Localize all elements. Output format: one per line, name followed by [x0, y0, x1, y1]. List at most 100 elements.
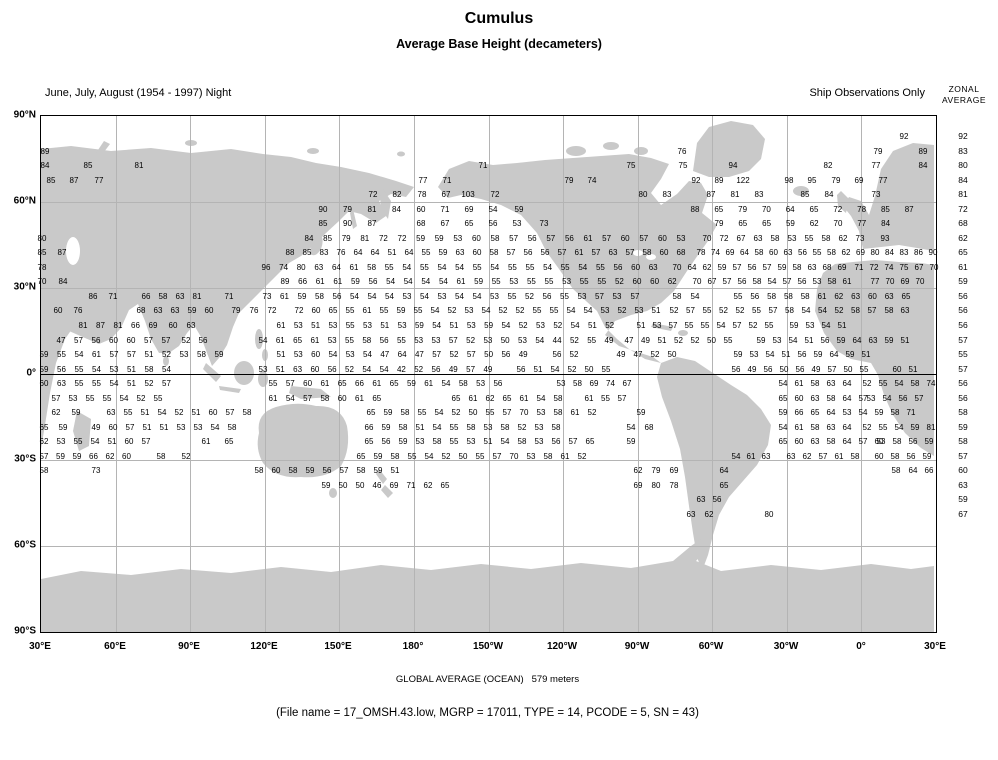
grid-value: 65: [224, 437, 234, 446]
grid-value: 65: [293, 336, 303, 345]
grid-value: 62: [105, 452, 115, 461]
grid-value: 52: [441, 452, 451, 461]
zonal-average-value: 58: [958, 436, 968, 446]
grid-value: 59: [785, 219, 795, 228]
grid-value: 58: [890, 452, 900, 461]
grid-value: 53: [787, 234, 797, 243]
grid-value: 63: [696, 495, 706, 504]
grid-value: 56: [820, 336, 830, 345]
grid-value: 52: [162, 350, 171, 359]
grid-value: 53: [600, 306, 610, 315]
grid-value: 90: [318, 205, 328, 214]
grid-value: 85: [880, 205, 890, 214]
grid-value: 60: [208, 408, 218, 417]
grid-value: 64: [842, 379, 852, 388]
grid-value: 52: [862, 423, 872, 432]
grid-value: 52: [862, 379, 872, 388]
longitude-tick-label: 120°W: [546, 641, 578, 652]
grid-value: 58: [500, 423, 510, 432]
grid-value: 54: [778, 379, 788, 388]
grid-value: 60: [204, 306, 214, 315]
grid-value: 51: [483, 437, 493, 446]
grid-value: 56: [368, 277, 378, 286]
grid-value: 53: [842, 408, 852, 417]
grid-value: 65: [762, 219, 772, 228]
grid-value: 81: [134, 161, 144, 170]
grid-value: 58: [227, 423, 237, 432]
grid-value: 59: [56, 452, 65, 461]
grid-value: 56: [552, 350, 562, 359]
grid-value: 50: [843, 365, 853, 374]
grid-value: 57: [51, 394, 61, 403]
grid-value: 58: [767, 292, 777, 301]
grid-value: 54: [894, 379, 904, 388]
zonal-average-value: 68: [958, 218, 968, 228]
grid-value: 55: [85, 394, 95, 403]
grid-value: 72: [833, 205, 843, 214]
grid-value: 51: [140, 408, 150, 417]
grid-value: 56: [797, 277, 807, 286]
grid-value: 51: [142, 423, 152, 432]
grid-value: 72: [719, 234, 729, 243]
grid-value: 49: [747, 365, 757, 374]
zonal-average-value: 92: [958, 131, 968, 141]
grid-value: 57: [602, 234, 612, 243]
grid-value: 47: [380, 350, 390, 359]
grid-value: 58: [197, 350, 206, 359]
grid-value: 62: [704, 510, 714, 519]
grid-value: 54: [765, 350, 775, 359]
grid-value: 69: [837, 263, 847, 272]
grid-value: 58: [458, 379, 468, 388]
grid-value: 57: [466, 350, 476, 359]
grid-value: 51: [657, 336, 667, 345]
grid-value: 79: [231, 306, 241, 315]
grid-value: 87: [904, 205, 914, 214]
grid-value: 54: [441, 379, 451, 388]
grid-value: 69: [389, 481, 399, 490]
grid-value: 67: [914, 263, 924, 272]
grid-value: 80: [651, 481, 661, 490]
zonal-average-value: 84: [958, 175, 968, 185]
grid-value: 87: [367, 219, 377, 228]
grid-value: 63: [170, 306, 180, 315]
observation-source-label: Ship Observations Only: [809, 87, 925, 99]
grid-value: 52: [674, 336, 683, 345]
grid-value: 69: [900, 277, 910, 286]
grid-value: 58: [156, 452, 166, 461]
grid-value: 54: [455, 263, 465, 272]
grid-value: 76: [249, 306, 259, 315]
grid-value: 65: [502, 394, 512, 403]
grid-value: 54: [626, 423, 636, 432]
zonal-average-value: 63: [958, 480, 968, 490]
grid-value: 61: [456, 277, 466, 286]
grid-value: 59: [214, 350, 224, 359]
grid-value: 62: [702, 263, 712, 272]
antarctica-landmass: [41, 539, 934, 632]
grid-value: 54: [536, 394, 546, 403]
grid-value: 57: [303, 394, 313, 403]
zonal-average-value: 61: [958, 262, 968, 272]
grid-value: 57: [782, 277, 792, 286]
grid-value: 55: [419, 263, 429, 272]
grid-value: 74: [279, 263, 289, 272]
grid-value: 54: [778, 423, 788, 432]
grid-value: 64: [842, 394, 852, 403]
grid-value: 50: [484, 350, 494, 359]
grid-value: 84: [824, 190, 834, 199]
grid-value: 71: [406, 481, 416, 490]
grid-value: 79: [873, 147, 883, 156]
grid-value: 53: [577, 292, 587, 301]
grid-value: 79: [738, 205, 748, 214]
grid-value: 65: [778, 437, 788, 446]
grid-value: 59: [373, 452, 383, 461]
global-average-label: GLOBAL AVERAGE (OCEAN) 579 meters: [395, 674, 580, 685]
grid-value: 53: [612, 292, 622, 301]
grid-value: 59: [383, 408, 393, 417]
grid-value: 58: [821, 234, 831, 243]
grid-value: 61: [746, 452, 756, 461]
grid-value: 56: [795, 365, 805, 374]
parallel-gridline: [41, 288, 936, 289]
grid-value: 56: [908, 437, 918, 446]
grid-value: 49: [91, 423, 101, 432]
grid-value: 55: [379, 306, 389, 315]
